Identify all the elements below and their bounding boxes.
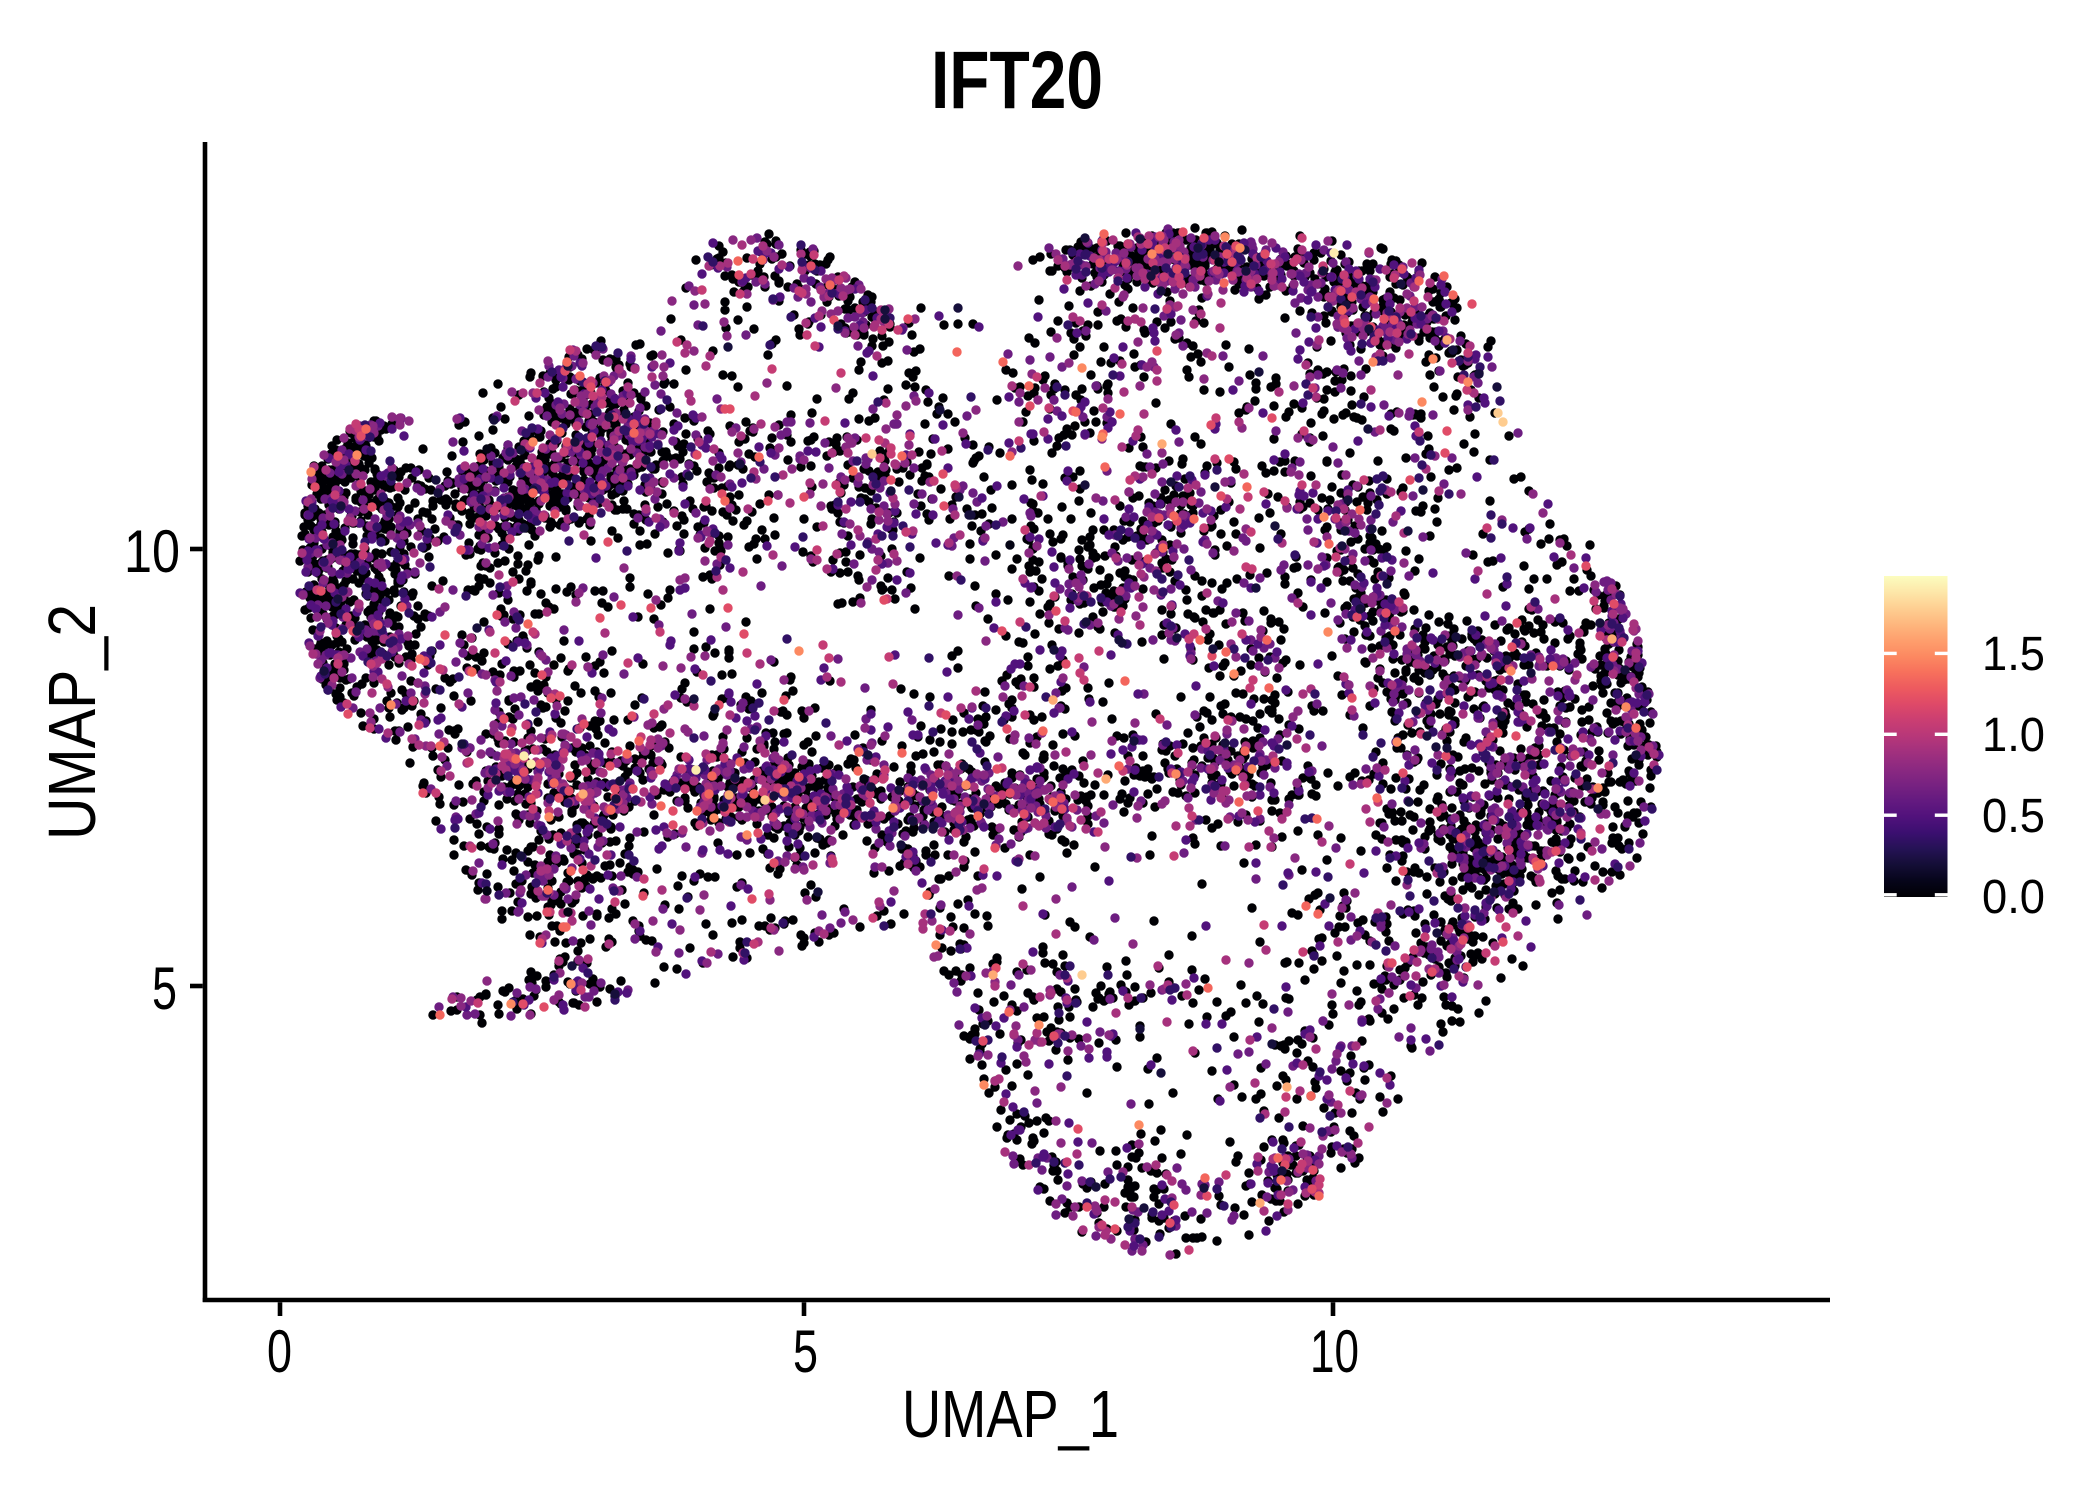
svg-text:5: 5 — [152, 955, 177, 1022]
svg-text:5: 5 — [793, 1318, 818, 1385]
svg-text:0.0: 0.0 — [1982, 871, 2045, 924]
svg-text:UMAP_1: UMAP_1 — [902, 1377, 1119, 1452]
svg-text:IFT20: IFT20 — [931, 35, 1103, 126]
svg-text:UMAP_2: UMAP_2 — [35, 604, 110, 840]
svg-text:10: 10 — [1310, 1318, 1359, 1385]
svg-text:1.5: 1.5 — [1982, 628, 2045, 681]
svg-text:10: 10 — [124, 518, 180, 585]
svg-text:0.5: 0.5 — [1982, 790, 2045, 843]
svg-text:0: 0 — [267, 1318, 292, 1385]
svg-text:1.0: 1.0 — [1982, 709, 2045, 762]
